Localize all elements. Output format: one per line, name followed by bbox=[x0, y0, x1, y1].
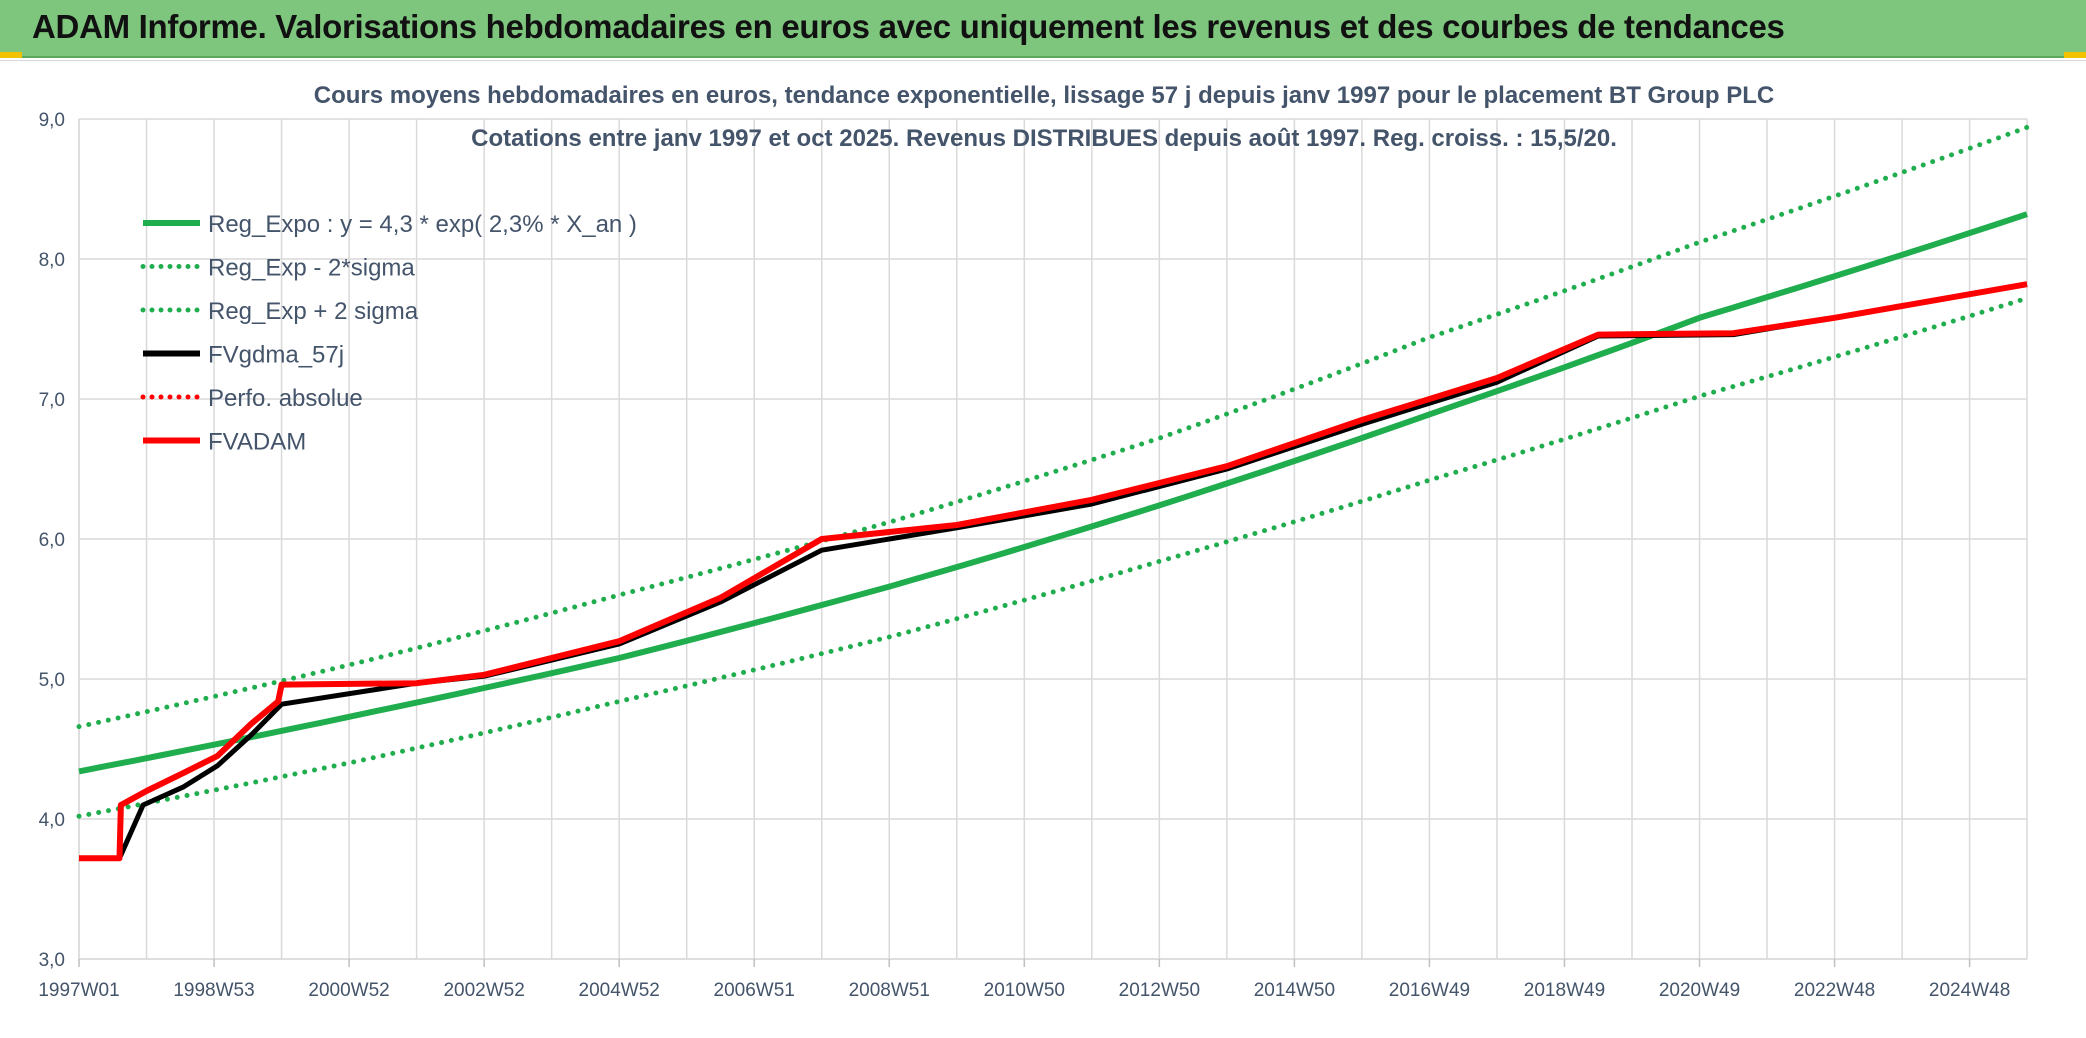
legend-label: Reg_Exp + 2 sigma bbox=[208, 298, 419, 325]
x-tick-label: 2008W51 bbox=[849, 980, 930, 1001]
x-tick-label: 2002W52 bbox=[443, 980, 524, 1001]
y-tick-label: 6,0 bbox=[39, 530, 65, 551]
x-tick-label: 2004W52 bbox=[579, 980, 660, 1001]
legend-label: FVgdma_57j bbox=[208, 342, 344, 369]
y-tick-label: 9,0 bbox=[39, 110, 65, 131]
axis-labels: 3,0 4,0 5,0 6,0 7,0 8,0 9,0 1997W01 1998W53 2000W… bbox=[38, 110, 2010, 1001]
grid-lines bbox=[78, 118, 2028, 960]
report-banner: ADAM Informe. Valorisations hebdomadaire… bbox=[0, 0, 2086, 58]
x-tick-label: 2000W52 bbox=[308, 980, 389, 1001]
corner-marker-left bbox=[0, 52, 22, 58]
chart-title: Cours moyens hebdomadaires en euros, ten… bbox=[314, 82, 1774, 109]
y-tick-label: 4,0 bbox=[39, 810, 65, 831]
x-tick-label: 2006W51 bbox=[714, 980, 795, 1001]
series-line-1 bbox=[76, 295, 2030, 819]
series-line-4 bbox=[79, 281, 2028, 862]
legend-label: Reg_Exp - 2*sigma bbox=[208, 255, 415, 282]
chart-area: 3,0 4,0 5,0 6,0 7,0 8,0 9,0 1997W01 1998W53 2000W… bbox=[0, 60, 2086, 1037]
chart-titles: Cours moyens hebdomadaires en euros, ten… bbox=[314, 82, 1774, 152]
legend-label: Perfo. absolue bbox=[208, 385, 363, 412]
x-tick-label: 2024W48 bbox=[1929, 980, 2010, 1001]
line-chart: 3,0 4,0 5,0 6,0 7,0 8,0 9,0 1997W01 1998W53 2000W… bbox=[38, 82, 2030, 1001]
chart-subtitle: Cotations entre janv 1997 et oct 2025. R… bbox=[471, 125, 1617, 152]
y-tick-label: 8,0 bbox=[39, 250, 65, 271]
chart-legend: Reg_Expo : y = 4,3 * exp( 2,3% * X_an ) R… bbox=[140, 211, 637, 456]
x-tick-label: 2010W50 bbox=[984, 980, 1065, 1001]
series-lines bbox=[76, 124, 2030, 862]
report-title: ADAM Informe. Valorisations hebdomadaire… bbox=[32, 8, 1785, 45]
series-line-3 bbox=[79, 281, 2028, 861]
x-tick-label: 2014W50 bbox=[1254, 980, 1335, 1001]
x-tick-label: 1997W01 bbox=[38, 980, 119, 1001]
y-tick-label: 3,0 bbox=[39, 950, 65, 971]
x-tick-label: 2020W49 bbox=[1659, 980, 1740, 1001]
x-tick-label: 1998W53 bbox=[173, 980, 254, 1001]
legend-label: Reg_Expo : y = 4,3 * exp( 2,3% * X_an ) bbox=[208, 211, 637, 238]
x-tick-label: 2018W49 bbox=[1524, 980, 1605, 1001]
y-tick-label: 7,0 bbox=[39, 390, 65, 411]
x-tick-label: 2022W48 bbox=[1794, 980, 1875, 1001]
legend-label: FVADAM bbox=[208, 429, 306, 456]
x-tick-label: 2016W49 bbox=[1389, 980, 1470, 1001]
y-tick-label: 5,0 bbox=[39, 670, 65, 691]
x-tick-label: 2012W50 bbox=[1119, 980, 1200, 1001]
corner-marker-right bbox=[2064, 52, 2086, 58]
